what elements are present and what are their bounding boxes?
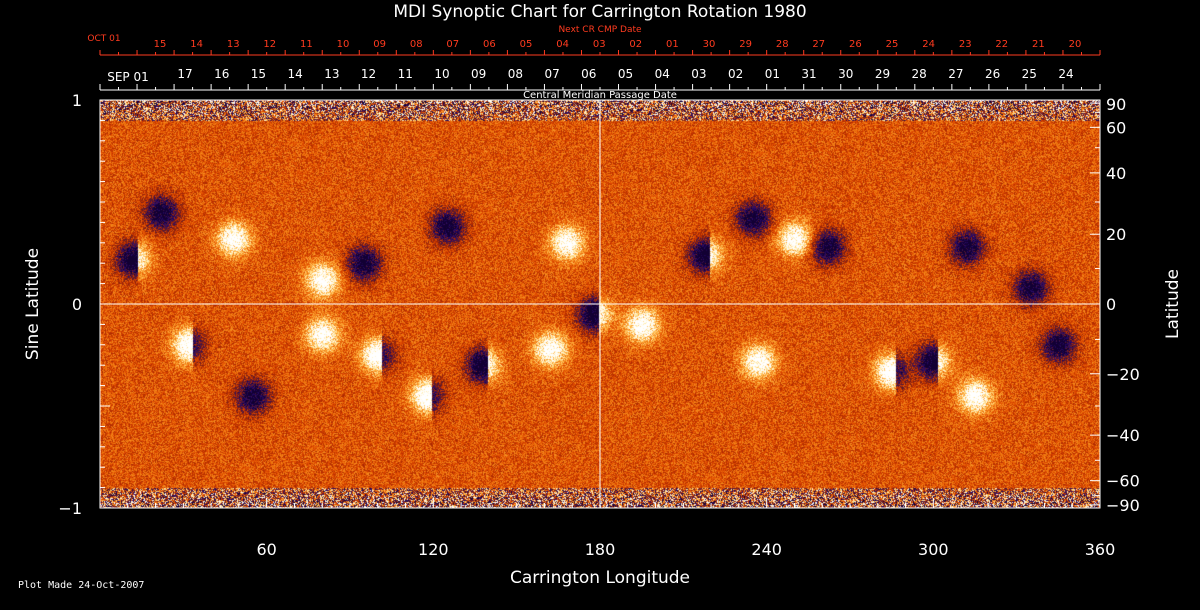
cmp-day-label: 26: [985, 67, 1000, 81]
next-cmp-day-label: 12: [263, 39, 276, 50]
x-tick-label: 120: [418, 540, 449, 559]
y-right-tick-label: 0: [1106, 295, 1116, 314]
next-cmp-day-label: 10: [337, 39, 350, 50]
cmp-day-label: 11: [398, 67, 413, 81]
y-left-tick-label: 0: [72, 295, 82, 314]
cmp-day-label: 08: [508, 67, 523, 81]
next-cmp-day-label: 24: [922, 39, 935, 50]
next-cmp-day-label: 26: [849, 39, 862, 50]
x-tick-label: 240: [751, 540, 782, 559]
next-cmp-day-label: 07: [446, 39, 459, 50]
cmp-day-label: 07: [544, 67, 559, 81]
next-cmp-day-label: 11: [300, 39, 313, 50]
cmp-axis-label: Central Meridian Passage Date: [523, 90, 677, 101]
y-left-tick-label: 1: [72, 91, 82, 110]
cmp-day-label: 27: [948, 67, 963, 81]
cmp-day-label: 31: [801, 67, 816, 81]
cmp-day-label: 16: [214, 67, 229, 81]
x-axis-label: Carrington Longitude: [510, 568, 690, 588]
y-right-tick-label: −40: [1106, 426, 1140, 445]
cmp-day-label: 05: [618, 67, 633, 81]
cmp-day-label: 17: [177, 67, 192, 81]
next-cmp-day-label: 22: [995, 39, 1008, 50]
y-right-tick-label: −60: [1106, 472, 1140, 491]
next-cmp-day-label: 28: [776, 39, 789, 50]
next-cmp-day-label: 30: [703, 39, 716, 50]
y-right-tick-label: 60: [1106, 118, 1126, 137]
next-cmp-day-label: 08: [410, 39, 423, 50]
y-right-tick-label: 20: [1106, 225, 1126, 244]
next-cmp-day-label: 25: [886, 39, 899, 50]
next-cmp-day-label: 23: [959, 39, 972, 50]
cmp-day-label: 01: [765, 67, 780, 81]
plot-made-note: Plot Made 24-Oct-2007: [18, 580, 145, 591]
cmp-day-label: 04: [655, 67, 670, 81]
next-cmp-day-label: 03: [593, 39, 606, 50]
x-tick-label: 360: [1085, 540, 1116, 559]
y-right-tick-label: −90: [1106, 496, 1140, 515]
x-tick-label: 60: [256, 540, 276, 559]
next-cmp-day-label: 27: [812, 39, 825, 50]
x-tick-label: 300: [918, 540, 949, 559]
next-cmp-day-label: 02: [629, 39, 642, 50]
y-right-tick-label: 40: [1106, 164, 1126, 183]
cmp-day-label: 29: [875, 67, 890, 81]
cmp-day-label: 25: [1022, 67, 1037, 81]
chart-title: MDI Synoptic Chart for Carrington Rotati…: [393, 2, 806, 22]
cmp-day-label: 03: [691, 67, 706, 81]
next-cmp-day-label: 05: [520, 39, 533, 50]
y-right-tick-label: −20: [1106, 365, 1140, 384]
next-cmp-day-label: 13: [227, 39, 240, 50]
cmp-day-label: 13: [324, 67, 339, 81]
next-cmp-day-label: 21: [1032, 39, 1045, 50]
next-cmp-day-label: 09: [373, 39, 386, 50]
cmp-day-label: 14: [287, 67, 302, 81]
cmp-day-label: 15: [251, 67, 266, 81]
cmp-day-label: 12: [361, 67, 376, 81]
y-axis-left-label: Sine Latitude: [23, 248, 43, 360]
next-cmp-day-label: 29: [739, 39, 752, 50]
y-right-tick-label: 90: [1106, 95, 1126, 114]
cmp-day-label: 28: [912, 67, 927, 81]
next-cmp-axis-label: Next CR CMP Date: [558, 25, 642, 35]
cmp-day-label: 10: [434, 67, 449, 81]
x-tick-label: 180: [585, 540, 616, 559]
cmp-day-label: 06: [581, 67, 596, 81]
next-cmp-month-label: OCT 01: [87, 34, 120, 44]
cmp-day-label: 09: [471, 67, 486, 81]
y-left-tick-label: −1: [58, 499, 82, 518]
next-cmp-day-label: 14: [190, 39, 203, 50]
next-cmp-day-label: 01: [666, 39, 679, 50]
cmp-day-label: 24: [1058, 67, 1073, 81]
next-cmp-day-label: 20: [1069, 39, 1082, 50]
cmp-day-label: 30: [838, 67, 853, 81]
next-cmp-day-label: 06: [483, 39, 496, 50]
cmp-month-label: SEP 01: [107, 70, 149, 84]
cmp-day-label: 02: [728, 67, 743, 81]
next-cmp-day-label: 04: [556, 39, 569, 50]
y-axis-right-label: Latitude: [1163, 269, 1183, 339]
next-cmp-day-label: 15: [154, 39, 167, 50]
